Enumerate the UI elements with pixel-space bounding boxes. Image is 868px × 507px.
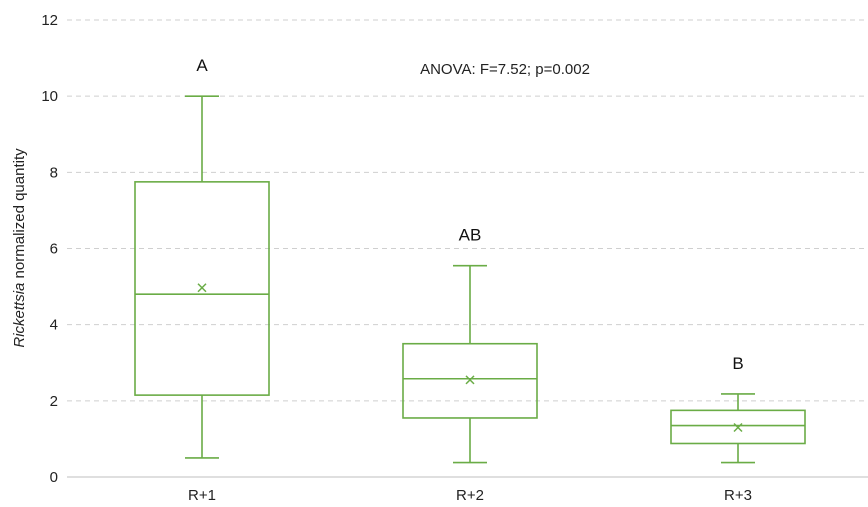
x-tick-labels: R+1 R+2 R+3 [188,487,752,504]
grid-lines [67,19,868,402]
y-tick-label: 4 [50,317,58,334]
mean-marker [197,283,207,293]
mean-marker [733,422,743,433]
group-letter: A [196,56,208,75]
anova-annotation: ANOVA: F=7.52; p=0.002 [420,61,590,78]
y-axis-label-rest: normalized quantity [11,148,28,283]
x-tick-label: R+2 [456,487,484,504]
mean-marker-stroke [197,283,207,293]
y-tick-label: 6 [50,241,58,258]
box-R+3: B [670,354,806,464]
iqr-box [402,342,538,419]
x-tick-label: R+1 [188,487,216,504]
iqr-box [670,409,806,445]
y-tick-label: 10 [41,88,58,105]
mean-marker-stroke [465,375,475,385]
box-R+1: A [134,56,270,459]
iqr-box [134,181,270,396]
group-letter: AB [459,226,482,245]
x-tick-label: R+3 [724,487,752,504]
y-tick-labels: 0 2 4 6 8 10 12 [41,12,58,486]
mean-marker [465,375,475,385]
group-letter: B [732,354,743,373]
y-tick-label: 8 [50,164,58,181]
y-tick-label: 2 [50,393,58,410]
box-R+2: AB [402,226,538,464]
y-axis-label-italic: Rickettsia [11,283,28,348]
y-tick-label: 12 [41,12,58,29]
y-axis-label: Rickettsia normalized quantity [11,148,28,348]
mean-marker-stroke [733,422,743,433]
boxes: A AB B [134,56,806,464]
y-tick-label: 0 [50,469,58,486]
